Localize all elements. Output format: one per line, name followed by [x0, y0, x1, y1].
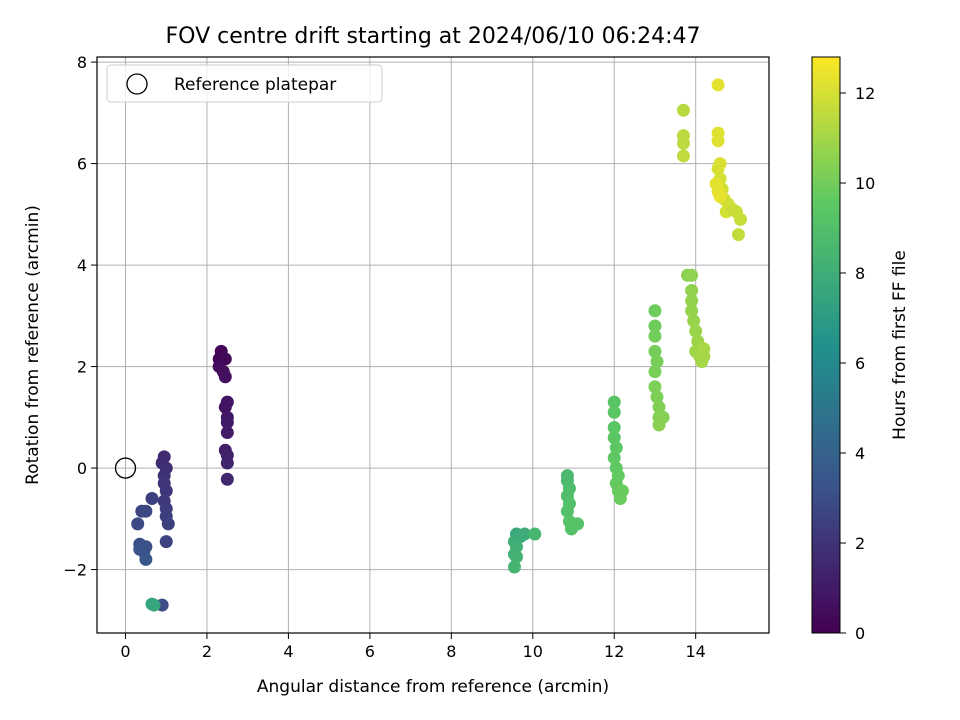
- data-point: [145, 492, 159, 506]
- y-tick-label: −2: [63, 561, 87, 580]
- y-axis-label: Rotation from reference (arcmin): [23, 205, 43, 485]
- colorbar-tick-label: 10: [855, 174, 875, 193]
- y-tick-label: 4: [77, 256, 87, 275]
- x-tick-label: 8: [446, 642, 456, 661]
- data-point: [650, 390, 664, 404]
- data-point: [518, 527, 532, 541]
- legend-entry-reference: Reference platepar: [174, 75, 336, 95]
- colorbar-tick-label: 0: [855, 624, 865, 643]
- data-point: [697, 342, 711, 356]
- colorbar-tick-label: 2: [855, 534, 865, 553]
- colorbar-label: Hours from first FF file: [890, 250, 910, 440]
- x-axis-label: Angular distance from reference (arcmin): [257, 677, 609, 697]
- data-point: [676, 136, 690, 150]
- y-tick-label: 2: [77, 358, 87, 377]
- data-point: [648, 304, 662, 318]
- data-point: [650, 354, 664, 368]
- data-point: [607, 431, 621, 445]
- y-tick-label: 8: [77, 53, 87, 72]
- data-point: [685, 268, 699, 282]
- data-point: [607, 451, 621, 465]
- data-point: [733, 212, 747, 226]
- data-point: [139, 504, 153, 518]
- data-point: [607, 395, 621, 409]
- legend-box: [106, 64, 383, 103]
- data-point: [685, 304, 699, 318]
- data-point: [676, 149, 690, 163]
- data-point: [159, 535, 173, 549]
- x-tick-label: 12: [604, 642, 624, 661]
- x-tick-label: 10: [523, 642, 543, 661]
- data-point: [648, 365, 662, 379]
- colorbar-tick-label: 8: [855, 264, 865, 283]
- data-point: [220, 426, 234, 440]
- legend-marker-circle: [126, 73, 148, 95]
- data-point: [131, 517, 145, 531]
- data-point: [695, 354, 709, 368]
- data-points: [114, 78, 747, 612]
- x-tick-label: 6: [365, 642, 375, 661]
- plot-frame: [96, 56, 770, 634]
- legend: Reference platepar: [106, 64, 383, 103]
- data-point: [711, 134, 725, 148]
- data-point: [147, 598, 161, 612]
- data-point: [648, 344, 662, 358]
- chart-title: FOV centre drift starting at 2024/06/10 …: [166, 24, 701, 49]
- data-point: [648, 329, 662, 343]
- grid-lines: [97, 57, 769, 633]
- colorbar-tick-label: 4: [855, 444, 865, 463]
- data-point: [648, 319, 662, 333]
- x-tick-label: 0: [120, 642, 130, 661]
- reference-platepar-point: [114, 457, 137, 479]
- data-point: [689, 324, 703, 338]
- colorbar: 0 2 4 6 8 10 12 Hours from first FF file: [811, 56, 910, 643]
- data-point: [685, 283, 699, 297]
- data-point: [528, 527, 542, 541]
- data-point: [218, 400, 232, 414]
- data-point: [648, 380, 662, 394]
- data-point: [562, 514, 576, 528]
- data-point: [139, 552, 153, 566]
- colorbar-ticks: 0 2 4 6 8 10 12: [840, 84, 875, 643]
- data-point: [509, 550, 523, 564]
- data-point: [220, 415, 234, 429]
- data-point: [713, 190, 727, 204]
- data-point: [687, 314, 701, 328]
- x-tick-label: 4: [283, 642, 293, 661]
- data-point: [607, 420, 621, 434]
- data-point: [609, 441, 623, 455]
- data-point: [507, 560, 521, 574]
- colorbar-tick-label: 6: [855, 354, 865, 373]
- data-point: [685, 294, 699, 308]
- data-point: [613, 492, 627, 506]
- data-point: [560, 504, 574, 518]
- data-point: [159, 484, 173, 498]
- data-point: [161, 517, 175, 531]
- x-tick-label: 14: [686, 642, 706, 661]
- y-tick-label: 6: [77, 155, 87, 174]
- data-point: [731, 228, 745, 242]
- data-point: [220, 456, 234, 470]
- data-point: [607, 405, 621, 419]
- colorbar-gradient: [811, 56, 841, 634]
- x-tick-label: 2: [202, 642, 212, 661]
- y-tick-label: 0: [77, 459, 87, 478]
- data-point: [676, 103, 690, 117]
- data-point: [711, 78, 725, 92]
- data-point: [218, 370, 232, 384]
- y-axis-ticks: −2 0 2 4 6 8: [63, 53, 97, 580]
- data-point: [711, 162, 725, 176]
- data-point: [652, 400, 666, 414]
- x-axis-ticks: 0 2 4 6 8 10 12 14: [120, 633, 706, 661]
- data-point: [220, 472, 234, 486]
- data-point: [652, 418, 666, 432]
- colorbar-tick-label: 12: [855, 84, 875, 103]
